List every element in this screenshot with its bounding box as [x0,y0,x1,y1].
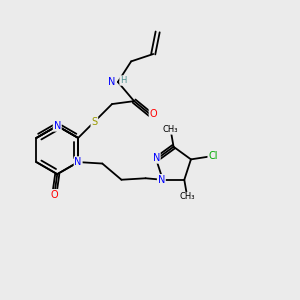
Text: CH₃: CH₃ [179,192,195,201]
Text: N: N [54,121,61,131]
Text: H: H [120,76,126,85]
Text: Cl: Cl [208,152,218,161]
Text: S: S [91,117,98,127]
Text: N: N [108,77,115,87]
Text: N: N [158,175,165,185]
Text: O: O [149,110,157,119]
Text: N: N [152,153,160,163]
Text: N: N [74,157,82,167]
Text: CH₃: CH₃ [163,125,178,134]
Text: O: O [50,190,58,200]
